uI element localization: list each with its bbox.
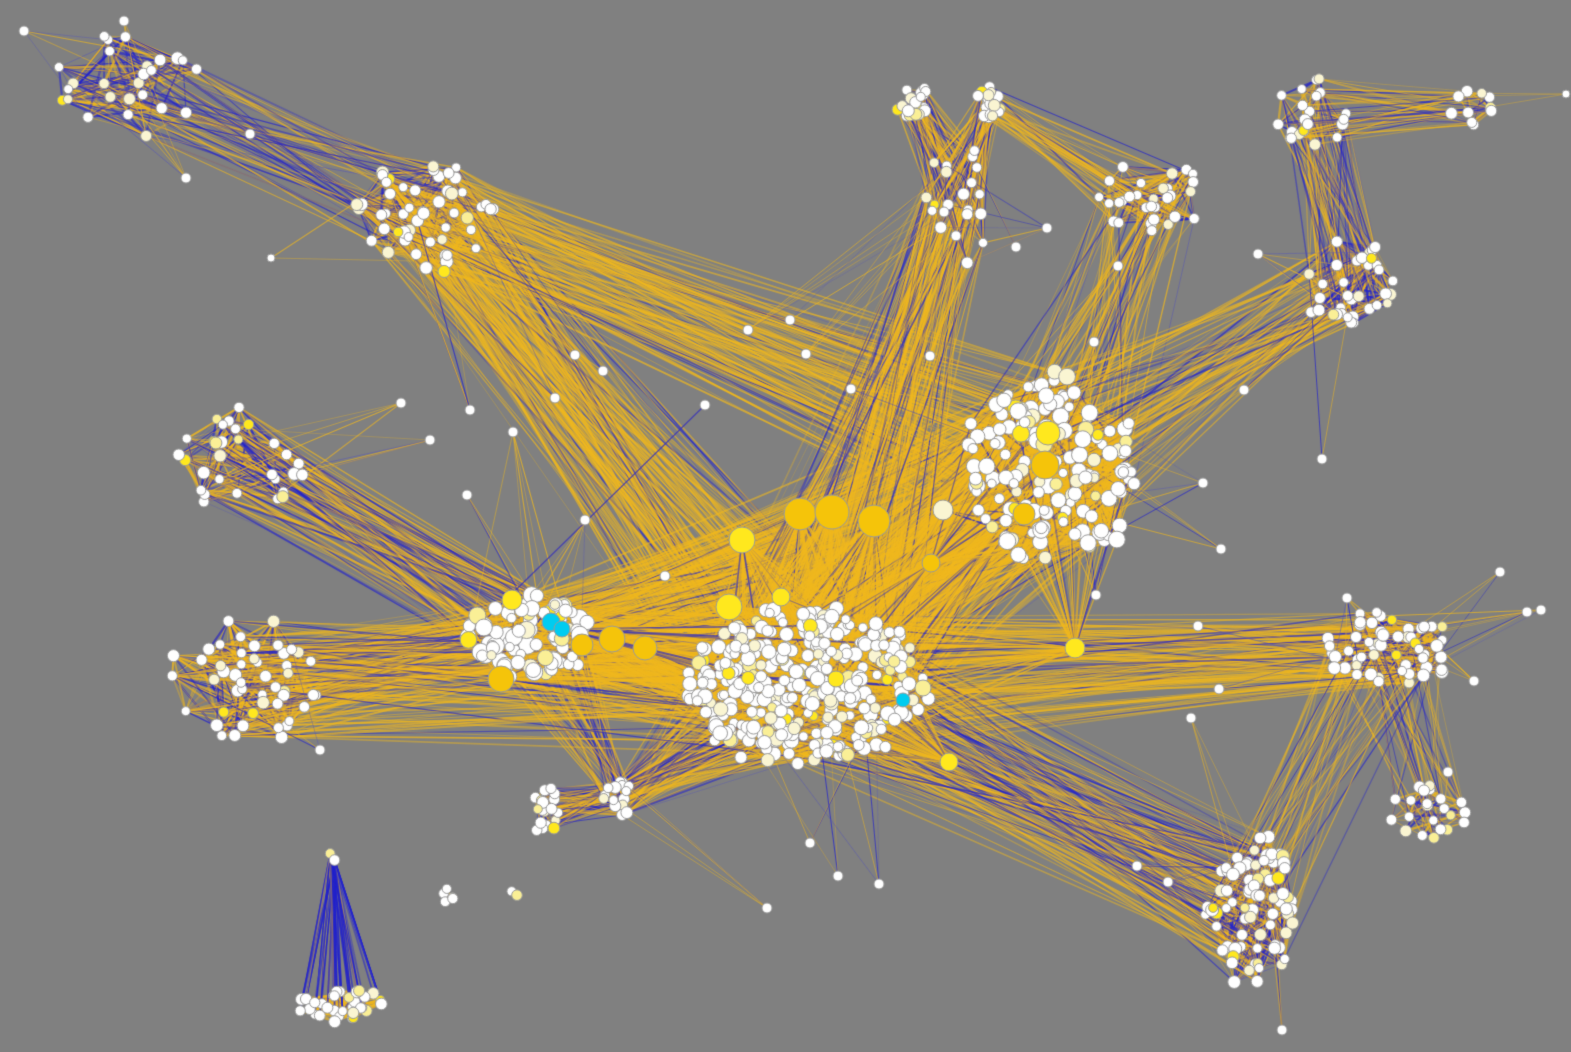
graph-viewport[interactable]: [0, 0, 1571, 1052]
network-graph-overlay: [0, 0, 1571, 1052]
network-graph-canvas[interactable]: [0, 0, 1571, 1052]
